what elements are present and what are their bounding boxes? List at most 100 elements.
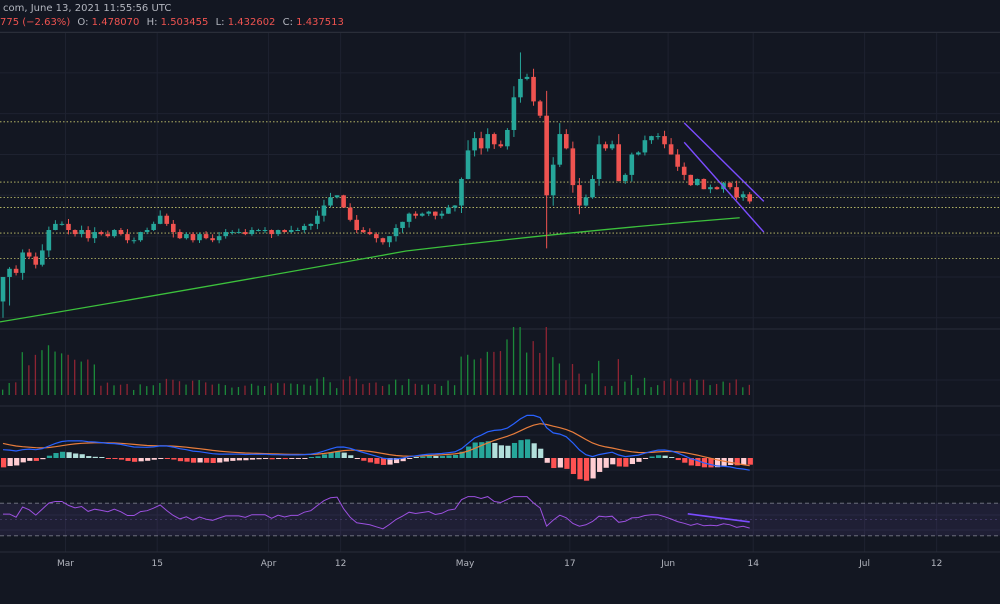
macd-hist-bar-73 — [479, 442, 485, 458]
volume-bar-79 — [519, 327, 521, 395]
macd-hist-bar-62 — [407, 458, 413, 459]
macd-hist-bar-50 — [328, 452, 334, 458]
volume-bar-60 — [395, 379, 397, 395]
candle-body — [544, 115, 549, 196]
candle-92 — [603, 141, 608, 151]
candle-81 — [531, 68, 536, 106]
volume-bar-111 — [729, 382, 731, 395]
candle-107 — [701, 178, 707, 190]
candle-body — [564, 134, 569, 149]
volume-bar-12 — [80, 361, 82, 395]
candle-body — [537, 101, 543, 116]
macd-hist-bar-9 — [59, 451, 66, 458]
macd-hist-bar-65 — [426, 455, 432, 458]
volume-bar-93 — [611, 385, 613, 395]
candle-68 — [446, 204, 451, 214]
volume-bar-20 — [133, 389, 135, 395]
volume-bar-107 — [702, 379, 705, 395]
time-axis: Mar 15 Apr 12 May 17 Jun 14 Jul 12 — [57, 559, 942, 569]
volume-bar-21 — [139, 384, 141, 395]
volume-bar-25 — [165, 378, 168, 395]
candle-70 — [459, 177, 464, 213]
volume-bar-74 — [486, 351, 488, 395]
candle-77 — [505, 128, 510, 150]
volume-bar-26 — [172, 379, 174, 395]
candle-5 — [33, 252, 39, 269]
candle-body — [125, 234, 130, 241]
macd-hist-bar-2 — [14, 458, 20, 466]
candle-72 — [472, 131, 477, 157]
candle-body — [446, 207, 451, 214]
volume-bar-53 — [349, 376, 351, 395]
candle-body — [151, 223, 156, 231]
macd-hist-bar-95 — [623, 458, 629, 467]
candle-body — [491, 134, 497, 145]
volume-bar-66 — [434, 383, 436, 395]
volume-bar-30 — [198, 380, 200, 395]
candle-body — [465, 150, 471, 179]
rsi-line — [3, 496, 750, 530]
candle-74 — [485, 128, 490, 152]
candle-97 — [636, 151, 641, 156]
macd-hist-bar-38 — [249, 458, 256, 460]
candle-body — [636, 152, 641, 155]
candle-17 — [112, 229, 117, 238]
candle-25 — [164, 213, 170, 226]
macd-hist-bar-44 — [289, 458, 295, 459]
candle-body — [590, 178, 595, 198]
volume-bar-65 — [427, 384, 430, 395]
candle-body — [223, 232, 228, 237]
macd-hist-bar-54 — [354, 458, 360, 459]
volume-bar-28 — [185, 384, 187, 395]
macd-hist-bar-57 — [374, 458, 380, 464]
candle-66 — [433, 211, 438, 220]
candle-body — [46, 230, 52, 251]
candle-53 — [347, 203, 353, 222]
macd-hist-bar-10 — [66, 452, 72, 458]
candle-29 — [190, 232, 196, 243]
candle-86 — [564, 129, 569, 150]
volume-bar-44 — [290, 383, 292, 395]
macd-signal-line — [2, 423, 750, 467]
volume-bar-101 — [663, 380, 665, 395]
channel-lower-line — [683, 141, 765, 233]
macd-hist-bar-82 — [538, 448, 544, 458]
macd-hist-bar-91 — [597, 458, 603, 472]
volume-bar-35 — [231, 387, 233, 395]
candle-body — [92, 232, 97, 239]
volume-bar-4 — [28, 365, 30, 395]
volume-bar-59 — [388, 384, 390, 395]
descending-channel[interactable] — [683, 122, 765, 233]
header-change: 775 (−2.63%) — [0, 17, 70, 28]
candle-body — [616, 144, 621, 182]
macd-hist-bar-26 — [171, 458, 177, 460]
volume-bar-1 — [8, 383, 10, 395]
candle-109 — [714, 186, 720, 190]
volume-bar-46 — [303, 384, 305, 395]
macd-hist-bar-33 — [217, 458, 223, 463]
candle-body — [406, 213, 412, 222]
macd-hist-bar-37 — [243, 458, 249, 461]
volume-bar-6 — [41, 350, 43, 395]
macd-hist-bar-90 — [590, 458, 596, 479]
macd-hist-bar-29 — [190, 458, 197, 463]
candle-80 — [524, 73, 530, 81]
macd-hist-bar-87 — [570, 458, 577, 475]
volume-bar-23 — [152, 385, 154, 395]
candle-1 — [7, 267, 12, 306]
candle-body — [695, 178, 700, 186]
rsi-pane — [0, 496, 1000, 537]
candle-body — [380, 238, 386, 243]
macd-hist-bar-93 — [610, 458, 616, 465]
header-low-value: 1.432602 — [228, 17, 276, 28]
macd-hist-bar-42 — [276, 458, 282, 460]
macd-hist-bar-86 — [564, 458, 570, 469]
candle-96 — [629, 152, 635, 182]
candle-body — [53, 223, 58, 231]
candle-102 — [668, 138, 674, 155]
header-ohlc: 775 (−2.63%) O: 1.478070 H: 1.503455 L: … — [0, 17, 344, 28]
candle-52 — [341, 194, 346, 208]
macd-hist-bar-63 — [413, 457, 419, 458]
